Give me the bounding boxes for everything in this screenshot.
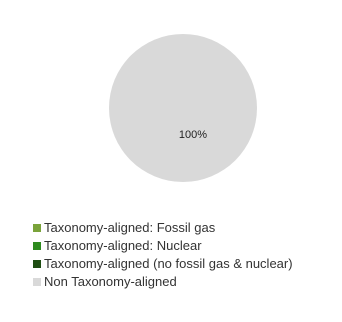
legend-item: Taxonomy-aligned: Nuclear xyxy=(33,237,293,255)
legend-label: Taxonomy-aligned: Nuclear xyxy=(44,238,202,253)
legend-swatch xyxy=(33,242,41,250)
legend-label: Taxonomy-aligned: Fossil gas xyxy=(44,220,216,235)
legend-swatch xyxy=(33,260,41,268)
legend-item: Taxonomy-aligned (no fossil gas & nuclea… xyxy=(33,255,293,273)
legend-label: Non Taxonomy-aligned xyxy=(44,274,177,289)
pie-data-label: 100% xyxy=(179,129,207,141)
legend-item: Non Taxonomy-aligned xyxy=(33,273,293,291)
legend-label: Taxonomy-aligned (no fossil gas & nuclea… xyxy=(44,256,293,271)
legend: Taxonomy-aligned: Fossil gas Taxonomy-ali… xyxy=(33,219,293,291)
pie-plot-area: 100% xyxy=(109,34,257,182)
legend-swatch xyxy=(33,224,41,232)
legend-swatch xyxy=(33,278,41,286)
legend-item: Taxonomy-aligned: Fossil gas xyxy=(33,219,293,237)
pie-slice-3 xyxy=(109,34,257,182)
